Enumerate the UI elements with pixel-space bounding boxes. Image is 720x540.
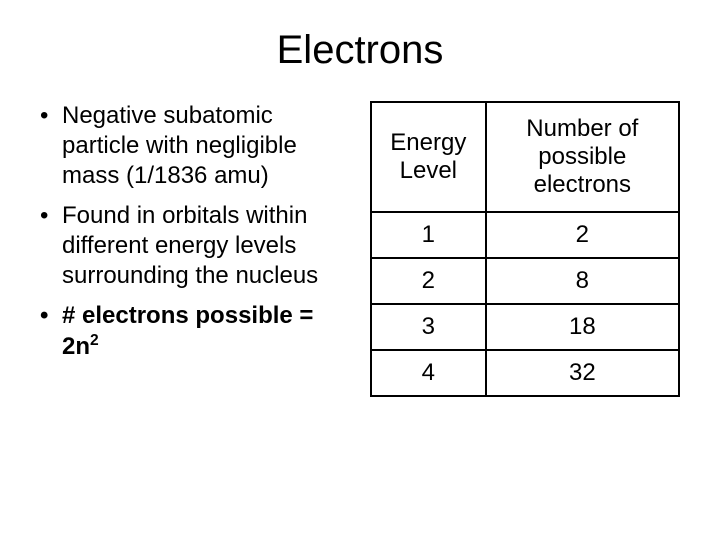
bullet-column: Negative subatomic particle with negligi… — [40, 101, 350, 397]
bullet-text: Found in orbitals within different energ… — [62, 202, 318, 289]
table-cell: 2 — [486, 212, 679, 258]
table-cell: 4 — [371, 350, 486, 396]
slide-title: Electrons — [40, 28, 680, 73]
bullet-item: Negative subatomic particle with negligi… — [40, 101, 350, 191]
formula-prefix: # electrons possible = 2n — [62, 302, 313, 360]
bullet-item-formula: # electrons possible = 2n2 — [40, 301, 350, 362]
table-header-row: Energy Level Number of possible electron… — [371, 102, 679, 212]
bullet-text: Negative subatomic particle with negligi… — [62, 102, 297, 189]
electron-table: Energy Level Number of possible electron… — [370, 101, 680, 397]
table-cell: 32 — [486, 350, 679, 396]
table-column: Energy Level Number of possible electron… — [370, 101, 680, 397]
table-cell: 1 — [371, 212, 486, 258]
formula-exponent: 2 — [90, 332, 99, 349]
table-row: 2 8 — [371, 258, 679, 304]
bullet-item: Found in orbitals within different energ… — [40, 201, 350, 291]
bullet-list: Negative subatomic particle with negligi… — [40, 101, 350, 362]
table-cell: 2 — [371, 258, 486, 304]
table-header-cell: Energy Level — [371, 102, 486, 212]
content-row: Negative subatomic particle with negligi… — [40, 101, 680, 397]
table-header-cell: Number of possible electrons — [486, 102, 679, 212]
table-cell: 8 — [486, 258, 679, 304]
table-cell: 18 — [486, 304, 679, 350]
slide-container: Electrons Negative subatomic particle wi… — [0, 0, 720, 540]
table-row: 3 18 — [371, 304, 679, 350]
table-cell: 3 — [371, 304, 486, 350]
table-row: 4 32 — [371, 350, 679, 396]
table-row: 1 2 — [371, 212, 679, 258]
